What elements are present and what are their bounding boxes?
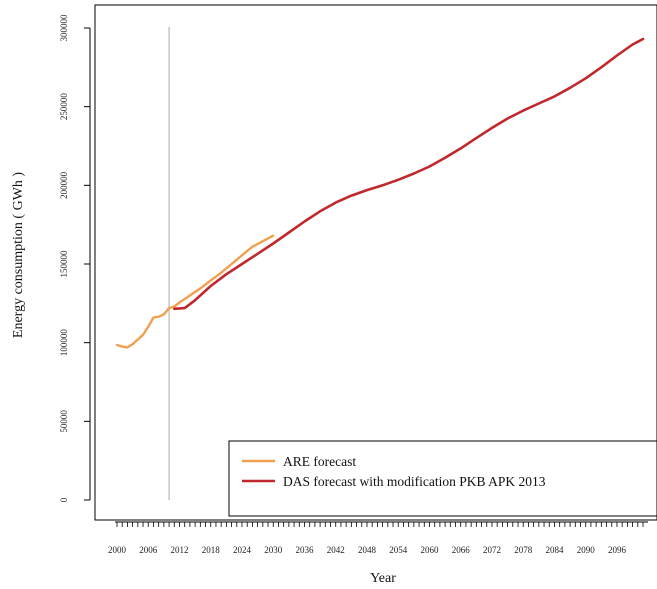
plot-area-frame [94,4,657,521]
y-tick-label: 0 [59,497,69,502]
y-tick-label: 250000 [59,93,69,121]
x-tick-label: 2036 [295,545,314,555]
x-tick-label: 2060 [420,545,439,555]
x-tick-label: 2024 [233,545,252,555]
x-tick-label: 2096 [608,545,627,555]
series-line-1 [173,37,645,311]
x-tick-label: 2018 [202,545,221,555]
y-tick-label: 100000 [59,329,69,357]
x-tick-label: 2000 [108,545,127,555]
x-tick-label: 2012 [170,545,188,555]
x-tick-label: 2078 [514,545,533,555]
legend-label-are-forecast: ARE forecast [283,454,356,469]
y-tick-label: 150000 [59,250,69,278]
series-line-0 [115,234,275,349]
x-tick-label: 2072 [483,545,501,555]
x-axis-label: Year [370,571,396,586]
x-tick-label: 2048 [358,545,377,555]
x-tick-label: 2030 [264,545,283,555]
y-tick-label: 200000 [59,171,69,199]
series-layer [115,37,645,349]
y-tick-label: 50000 [59,410,69,433]
x-tick-label: 2066 [452,545,471,555]
x-tick-label: 2006 [139,545,158,555]
y-ticks: 0 50000 100000 150000 200000 250000 300000 [59,14,90,502]
x-minor-ticks [116,522,644,527]
y-axis-label: Energy consumption ( GWh ) [11,172,26,338]
legend-box [228,440,657,517]
x-tick-label: 2054 [389,545,408,555]
legend-label-das-forecast: DAS forecast with modification PKB APK 2… [283,474,546,489]
y-tick-label: 300000 [59,14,69,42]
x-ticks: 2000 2006 2012 2018 2024 2030 2036 2042 2048 2054… [108,545,626,555]
x-tick-label: 2084 [545,545,564,555]
x-tick-label: 2042 [327,545,345,555]
x-tick-label: 2090 [577,545,596,555]
legend: ARE forecast DAS forecast with modificat… [228,440,657,517]
